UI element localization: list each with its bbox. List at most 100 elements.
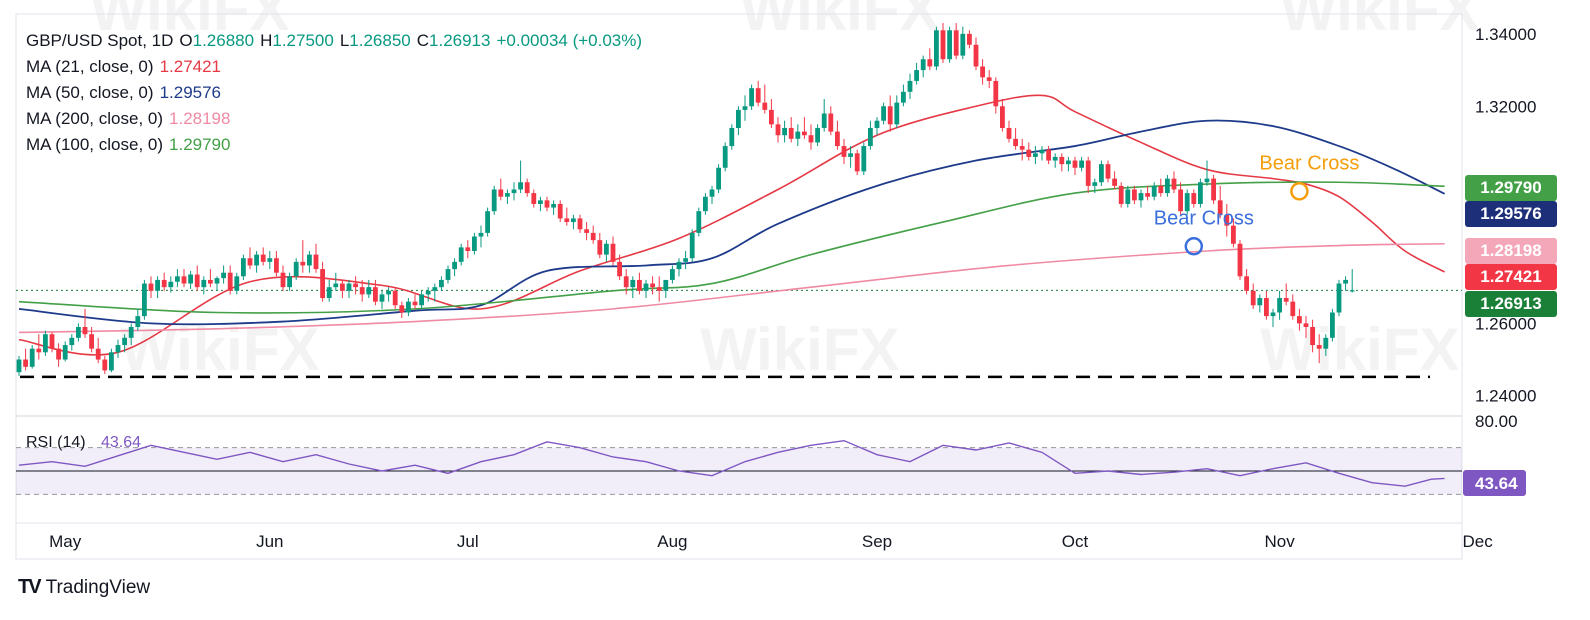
candle-body	[650, 283, 655, 288]
candle	[670, 265, 675, 284]
brand-name: TradingView	[45, 576, 151, 598]
candle	[683, 250, 688, 270]
candle-body	[161, 279, 167, 288]
candle-body	[320, 269, 325, 299]
candle	[1092, 178, 1098, 194]
candle	[610, 236, 616, 266]
candle	[241, 254, 246, 280]
candle	[307, 250, 312, 273]
candle-body	[491, 189, 497, 212]
candle	[716, 164, 721, 194]
legend-ma21[interactable]: MA (21, close, 0) 1.27421	[26, 54, 648, 80]
candle-body	[1085, 160, 1091, 186]
candle	[135, 308, 141, 331]
candle	[287, 272, 292, 291]
candle	[155, 276, 160, 299]
price-axis: 1.34000 1.32000 1.26000 1.24000	[1475, 25, 1536, 406]
candle-body	[1052, 156, 1058, 161]
candle	[769, 99, 774, 128]
candle-body	[1184, 193, 1190, 212]
candle-body	[1165, 178, 1170, 194]
candle	[676, 258, 682, 277]
tradingview-brand[interactable]: TV TradingView	[18, 576, 150, 599]
candle-body	[43, 334, 48, 353]
time-tick-label: Jun	[256, 532, 283, 551]
candle	[412, 294, 418, 309]
candle-body	[392, 290, 398, 306]
high-label: H	[260, 31, 273, 50]
candle	[465, 240, 471, 259]
candle-body	[524, 182, 530, 194]
candle-body	[1092, 182, 1098, 186]
candle	[175, 269, 180, 288]
candle-body	[788, 127, 794, 139]
legend-label: MA (200, close, 0)	[26, 109, 164, 128]
ma-200-line	[18, 242, 1445, 334]
candle	[1191, 189, 1197, 208]
legend-value: 1.29576	[159, 83, 222, 102]
candle-body	[1303, 323, 1309, 327]
legend-ma50[interactable]: MA (50, close, 0) 1.29576	[26, 80, 648, 106]
candle-body	[505, 193, 510, 197]
candle	[1158, 178, 1164, 197]
candle-body	[69, 337, 75, 346]
candle	[386, 287, 391, 302]
candle	[854, 149, 860, 176]
candle	[247, 247, 253, 270]
candle	[755, 80, 761, 107]
candle	[359, 279, 365, 302]
candle	[986, 70, 992, 89]
candle	[1052, 153, 1058, 168]
close-value: 1.26913	[429, 31, 491, 50]
candle	[472, 232, 477, 255]
candle-body	[115, 345, 121, 353]
candle	[881, 102, 886, 125]
candle	[23, 348, 28, 371]
candle	[280, 265, 286, 291]
candle-body	[1072, 160, 1078, 168]
candle-body	[1079, 160, 1084, 168]
candle-body	[307, 254, 312, 266]
candle-body	[241, 258, 246, 277]
candle	[1250, 283, 1256, 309]
time-tick-label: Jul	[457, 532, 479, 551]
candle	[828, 106, 834, 136]
candle	[392, 287, 398, 309]
legend-ma100[interactable]: MA (100, close, 0) 1.29790	[26, 132, 648, 158]
candle-body	[676, 261, 682, 270]
price-badge: 1.26913	[1465, 291, 1557, 317]
candle-body	[452, 261, 457, 270]
candle	[69, 334, 75, 351]
candle	[1138, 189, 1144, 208]
candle-body	[458, 247, 464, 262]
candle	[1112, 171, 1117, 190]
candle-body	[465, 247, 471, 251]
candle	[762, 84, 768, 114]
candle	[597, 232, 603, 259]
candle	[491, 185, 497, 215]
candle	[1257, 294, 1263, 313]
candle	[458, 243, 464, 266]
candle-body	[1343, 279, 1348, 284]
ma-100-line	[18, 181, 1445, 314]
candle	[1290, 294, 1296, 320]
candle-body	[445, 269, 451, 280]
legend-ma200[interactable]: MA (200, close, 0) 1.28198	[26, 106, 648, 132]
candle-body	[254, 254, 259, 266]
candle-body	[808, 135, 814, 143]
candle	[808, 124, 814, 150]
candle-body	[854, 153, 860, 172]
candle	[1079, 156, 1084, 172]
candle	[749, 84, 754, 110]
candle-body	[597, 240, 603, 255]
candle	[498, 178, 504, 201]
candle-body	[511, 189, 517, 194]
candle-body	[425, 290, 431, 295]
candle-body	[1138, 193, 1144, 201]
candle	[142, 279, 147, 320]
candle	[399, 301, 405, 318]
candle	[689, 229, 695, 262]
candle-body	[1099, 164, 1104, 183]
candle	[320, 261, 325, 302]
legend-label: MA (21, close, 0)	[26, 57, 154, 76]
